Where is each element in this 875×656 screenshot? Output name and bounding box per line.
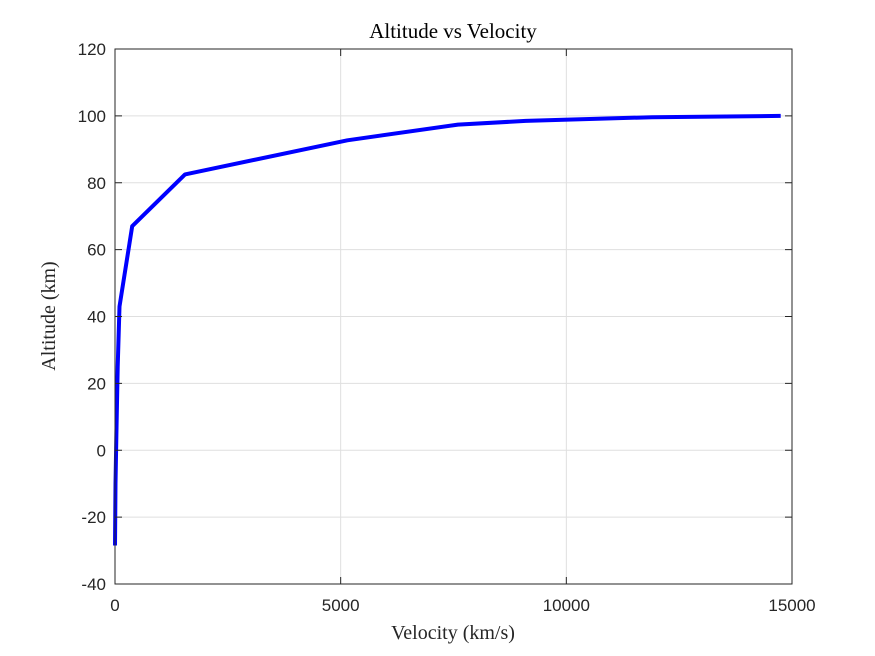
y-tick-label: 80 [87,174,106,193]
series-lines [113,113,781,546]
grid-lines [114,48,793,585]
axis-ticks: 0 5000 10000 15000 -40 -20 0 20 40 60 80 100 120 [78,40,816,615]
chart-title: Altitude vs Velocity [369,19,537,43]
y-axis-label: Altitude (km) [38,261,60,370]
x-axis-label: Velocity (km/s) [391,622,515,644]
x-tick-label: 15000 [768,596,815,615]
y-tick-label: 60 [87,241,106,260]
x-tick-label: 0 [110,596,119,615]
y-tick-label: -20 [81,508,106,527]
y-tick-label: 120 [78,40,106,59]
series-line [113,113,781,546]
y-tick-label: 20 [87,374,106,393]
y-tick-label: 100 [78,107,106,126]
x-tick-label: 10000 [543,596,590,615]
y-tick-label: -40 [81,575,106,594]
y-tick-label: 0 [97,441,106,460]
x-tick-label: 5000 [322,596,360,615]
y-tick-label: 40 [87,308,106,327]
